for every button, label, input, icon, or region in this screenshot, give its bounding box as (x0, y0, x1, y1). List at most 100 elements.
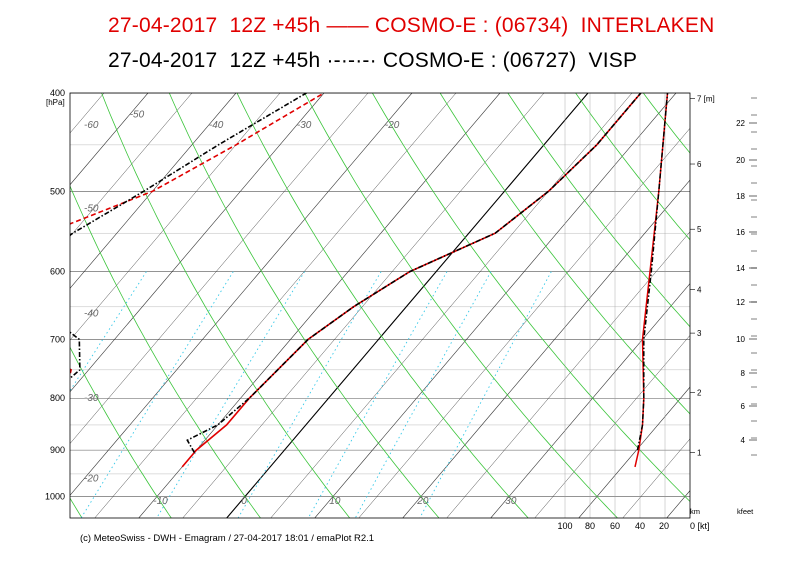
isotherm-line (70, 93, 237, 289)
pressure-tick-label: 800 (50, 393, 65, 403)
mixing-ratio-line (156, 271, 305, 518)
dry-adiabat-label: -30 (84, 393, 99, 404)
kfeet-label: 6 (741, 402, 746, 411)
isotherm-line (70, 93, 281, 341)
dry-adiabat-line (439, 93, 690, 415)
mixing-ratio-line (419, 271, 552, 518)
chart-title-visp: 27-04-2017 12Z +45h ·-·-·-· COSMO-E : (0… (108, 49, 638, 72)
mixing-ratio-line (70, 271, 147, 392)
isotherm-line (578, 386, 690, 518)
wind-axis-label: 60 (610, 521, 620, 531)
dry-adiabat-line (507, 93, 690, 328)
dry-adiabat-line (70, 346, 172, 518)
kfeet-label: 4 (741, 436, 746, 445)
footer-credit: (c) MeteoSwiss - DWH - Emagram / 27-04-2… (80, 533, 375, 544)
wind-axis-label: 40 (635, 521, 645, 531)
isotherm-line (666, 490, 690, 518)
isotherm-line (70, 93, 149, 186)
kfeet-label: 20 (736, 156, 745, 165)
isotherm-line (622, 438, 690, 518)
wind-profile-visp (636, 93, 669, 451)
pressure-tick-label: 1000 (45, 492, 65, 502)
km-unit-label: km (690, 507, 700, 516)
isotherm-label: 0 (241, 496, 247, 507)
isotherm-line (182, 93, 545, 518)
isotherm-line (70, 93, 325, 393)
dry-adiabat-label: -40 (84, 309, 99, 320)
chart-title-interlaken: 27-04-2017 12Z +45h —— COSMO-E : (06734)… (108, 14, 715, 37)
dry-adiabat-line (711, 93, 800, 518)
dry-adiabat-label: -50 (84, 204, 99, 215)
kfeet-label: 14 (736, 264, 745, 273)
dewpoint-profile-visp (70, 93, 307, 380)
dry-adiabat-line (70, 185, 261, 518)
kfeet-label: 16 (736, 228, 745, 237)
dry-adiabat-line (236, 93, 529, 518)
pressure-tick-label: 900 (50, 445, 65, 455)
plot-area (0, 93, 800, 518)
plot-frame (69, 92, 691, 519)
pressure-tick-label: 700 (50, 334, 65, 344)
temperature-profile-visp (186, 93, 642, 453)
km-label: 5 (697, 225, 702, 234)
isotherm-line (358, 127, 690, 518)
dry-adiabat-line (642, 93, 690, 154)
wind-axis-label: 20 (659, 521, 669, 531)
isotherm-label: -30 (297, 120, 312, 131)
isotherm-line (446, 231, 690, 518)
dry-adiabat-label: -60 (84, 120, 99, 131)
dry-adiabat-label: -20 (84, 474, 99, 485)
km-label: 7 [m] (697, 94, 715, 103)
isotherm-line (314, 93, 677, 518)
dry-adiabat-line (304, 93, 618, 518)
kfeet-label: 8 (741, 369, 746, 378)
isotherm-label: -10 (153, 496, 168, 507)
wind-axis-label: 80 (585, 521, 595, 531)
wind-axis-label: 100 (557, 521, 572, 531)
isotherm-label: -20 (385, 120, 400, 131)
dry-adiabat-line (168, 93, 440, 518)
dewpoint-profile-interlaken (70, 93, 325, 379)
isotherm-label: -50 (130, 109, 145, 120)
isotherm-line (534, 334, 690, 518)
km-label: 2 (697, 389, 702, 398)
kfeet-label: 22 (736, 119, 745, 128)
kfeet-label: 10 (736, 335, 745, 344)
isotherm-line (70, 93, 369, 444)
km-label: 4 (697, 286, 702, 295)
isotherm-line (0, 93, 16, 518)
isotherm-label: 10 (329, 496, 341, 507)
dry-adiabat-line (779, 93, 800, 518)
isotherm-line (94, 93, 457, 518)
isotherm-line (755, 93, 800, 518)
pressure-tick-label: 600 (50, 267, 65, 277)
mixing-ratio-line (354, 271, 492, 518)
isotherm-line (70, 93, 413, 496)
isotherm-line (402, 179, 690, 518)
isotherm-line (270, 93, 633, 518)
km-label: 6 (697, 160, 702, 169)
isotherm-label: -40 (209, 120, 224, 131)
isotherm-line (490, 283, 690, 518)
isotherm-line (711, 93, 800, 518)
pressure-tick-label: 400 (50, 88, 65, 98)
kfeet-label: 12 (736, 298, 745, 307)
dry-adiabat-line (372, 93, 690, 503)
pressure-axis-unit: [hPa] (46, 98, 65, 107)
isotherm-zero-line (226, 93, 589, 518)
dry-adiabat-line (101, 93, 351, 518)
kfeet-label: 18 (736, 192, 745, 201)
isotherm-label: 20 (416, 496, 429, 507)
pressure-tick-label: 500 (50, 186, 65, 196)
isotherm-label: 30 (505, 496, 517, 507)
km-label: 3 (697, 329, 702, 338)
mixing-ratio-line (80, 271, 234, 518)
isotherm-line (70, 93, 193, 237)
dry-adiabat-line (575, 93, 690, 241)
kfeet-unit-label: kfeet (737, 507, 754, 516)
mixing-ratio-line (237, 271, 382, 518)
mixing-ratio-line (307, 271, 448, 518)
wind-axis-label: 0 [kt] (690, 521, 710, 531)
km-label: 1 (697, 449, 702, 458)
